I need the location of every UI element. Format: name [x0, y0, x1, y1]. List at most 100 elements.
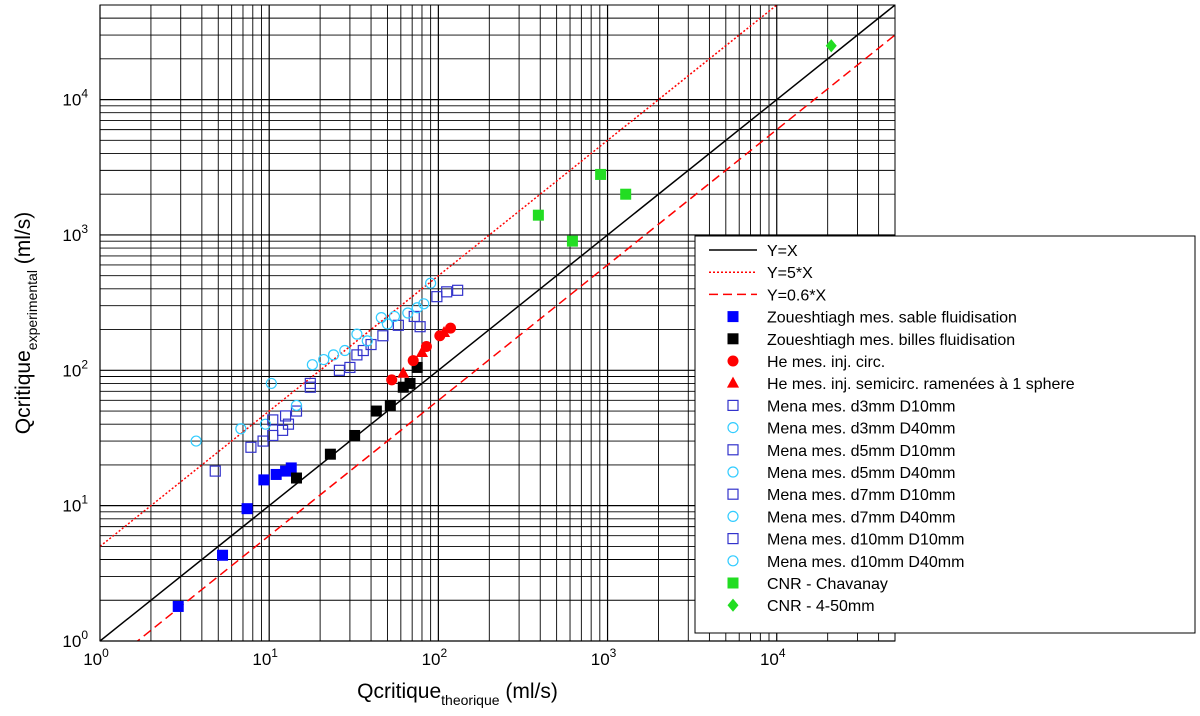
data-point — [361, 335, 373, 347]
x-tick-exponent: 1 — [271, 646, 278, 660]
x-tick-label: 101 — [252, 646, 278, 669]
data-point — [235, 423, 247, 435]
reference-lines — [100, 5, 895, 641]
legend-marker-swatch — [727, 555, 739, 567]
series-group — [825, 39, 837, 53]
y-tick-label: 104 — [62, 87, 88, 110]
data-point — [327, 349, 340, 361]
data-point — [437, 325, 451, 337]
data-point — [324, 448, 336, 460]
legend-entry-label: Mena mes. d3mm D40mm — [767, 421, 956, 438]
data-point — [259, 418, 272, 430]
legend-entry-label: Zoueshtiagh mes. sable fluidisation — [767, 310, 1017, 327]
legend-marker-swatch — [727, 466, 739, 478]
data-point — [209, 465, 221, 477]
legend-marker-swatch — [727, 532, 739, 545]
series-group — [172, 462, 297, 612]
data-point — [411, 361, 423, 373]
y-tick-base: 10 — [62, 497, 81, 516]
data-point — [357, 344, 369, 357]
legend-entry-label: CNR - 4-50mm — [767, 598, 875, 615]
y-tick-label: 102 — [62, 357, 88, 380]
data-point — [386, 374, 398, 386]
x-tick-exponent: 4 — [779, 646, 786, 660]
y-axis-label-unit: (ml/s) — [12, 212, 35, 270]
legend-entry-label: Y=X — [767, 243, 798, 260]
x-tick-base: 10 — [422, 650, 441, 669]
data-point — [452, 284, 464, 296]
data-point — [397, 381, 409, 393]
y-tick-base: 10 — [62, 91, 81, 110]
y-tick-exponent: 0 — [81, 628, 88, 642]
series-group — [290, 349, 340, 412]
x-tick-base: 10 — [591, 650, 610, 669]
legend-marker-swatch — [727, 444, 739, 456]
data-point — [279, 410, 292, 422]
legend-marker-swatch — [727, 510, 739, 523]
legend-entry-label: Mena mes. d10mm D10mm — [767, 532, 964, 549]
x-tick-label: 104 — [760, 646, 786, 669]
legend-entry-label: Mena mes. d5mm D10mm — [767, 443, 956, 460]
x-axis-label: Qcritiquetheorique (ml/s) — [357, 680, 558, 708]
data-point — [339, 344, 351, 357]
data-point — [370, 405, 382, 417]
legend-entry-label: Zoueshtiagh mes. billes fluidisation — [767, 332, 1015, 349]
x-tick-label: 103 — [591, 646, 617, 669]
legend-marker-swatch — [727, 577, 739, 589]
data-point — [365, 338, 377, 351]
data-point — [270, 468, 282, 480]
data-point — [407, 355, 419, 367]
data-point — [276, 424, 289, 436]
data-point — [595, 168, 607, 180]
legend-entry-label: Y=5*X — [767, 265, 813, 282]
legend-entry-label: Mena mes. d3mm D10mm — [767, 398, 956, 415]
data-point — [245, 441, 257, 453]
data-point — [418, 298, 430, 310]
series-group — [532, 168, 632, 247]
legend-box — [694, 235, 1196, 634]
y-tick-label: 101 — [62, 493, 88, 516]
data-point — [425, 277, 437, 289]
data-point — [388, 310, 401, 323]
y-tick-base: 10 — [62, 361, 81, 380]
legend-marker-swatch — [727, 488, 739, 500]
data-point — [280, 465, 292, 477]
legend-entry-label: Y=0.6*X — [767, 287, 826, 304]
data-point — [172, 600, 184, 612]
legend-marker-swatch — [727, 333, 739, 345]
data-point — [265, 377, 277, 390]
y-tick-exponent: 2 — [81, 357, 88, 371]
data-point — [304, 377, 316, 390]
data-point — [414, 321, 426, 333]
data-point — [825, 39, 837, 53]
x-tick-exponent: 3 — [610, 646, 617, 660]
series-group — [209, 418, 295, 477]
legend-marker-swatch — [727, 598, 739, 612]
legend-marker-swatch — [727, 422, 739, 434]
data-point — [532, 209, 544, 221]
legend-marker-swatch — [727, 399, 739, 411]
data-point — [306, 359, 318, 371]
series-group — [290, 361, 423, 484]
reference-line — [100, 5, 895, 641]
data-point — [351, 328, 363, 340]
data-point — [285, 462, 297, 474]
data-point — [441, 286, 453, 298]
y-tick-exponent: 1 — [81, 493, 88, 507]
data-point — [620, 188, 632, 200]
series-group — [397, 325, 451, 378]
data-point — [566, 235, 578, 247]
data-point — [217, 549, 229, 561]
series-group — [339, 312, 394, 357]
x-tick-label: 102 — [422, 646, 448, 669]
series-group — [377, 284, 464, 342]
x-axis-label-sub: theorique — [441, 692, 500, 708]
legend: Y=X Y=5*X Y=0.6*X Zoueshtiagh mes. sable fl… — [694, 235, 1196, 634]
x-axis-label-main: Qcritique — [357, 680, 441, 703]
y-axis-label-main: Qcritique — [12, 350, 35, 434]
data-point — [258, 474, 270, 486]
data-point — [351, 349, 363, 361]
data-point — [290, 472, 302, 484]
data-point — [344, 361, 356, 374]
